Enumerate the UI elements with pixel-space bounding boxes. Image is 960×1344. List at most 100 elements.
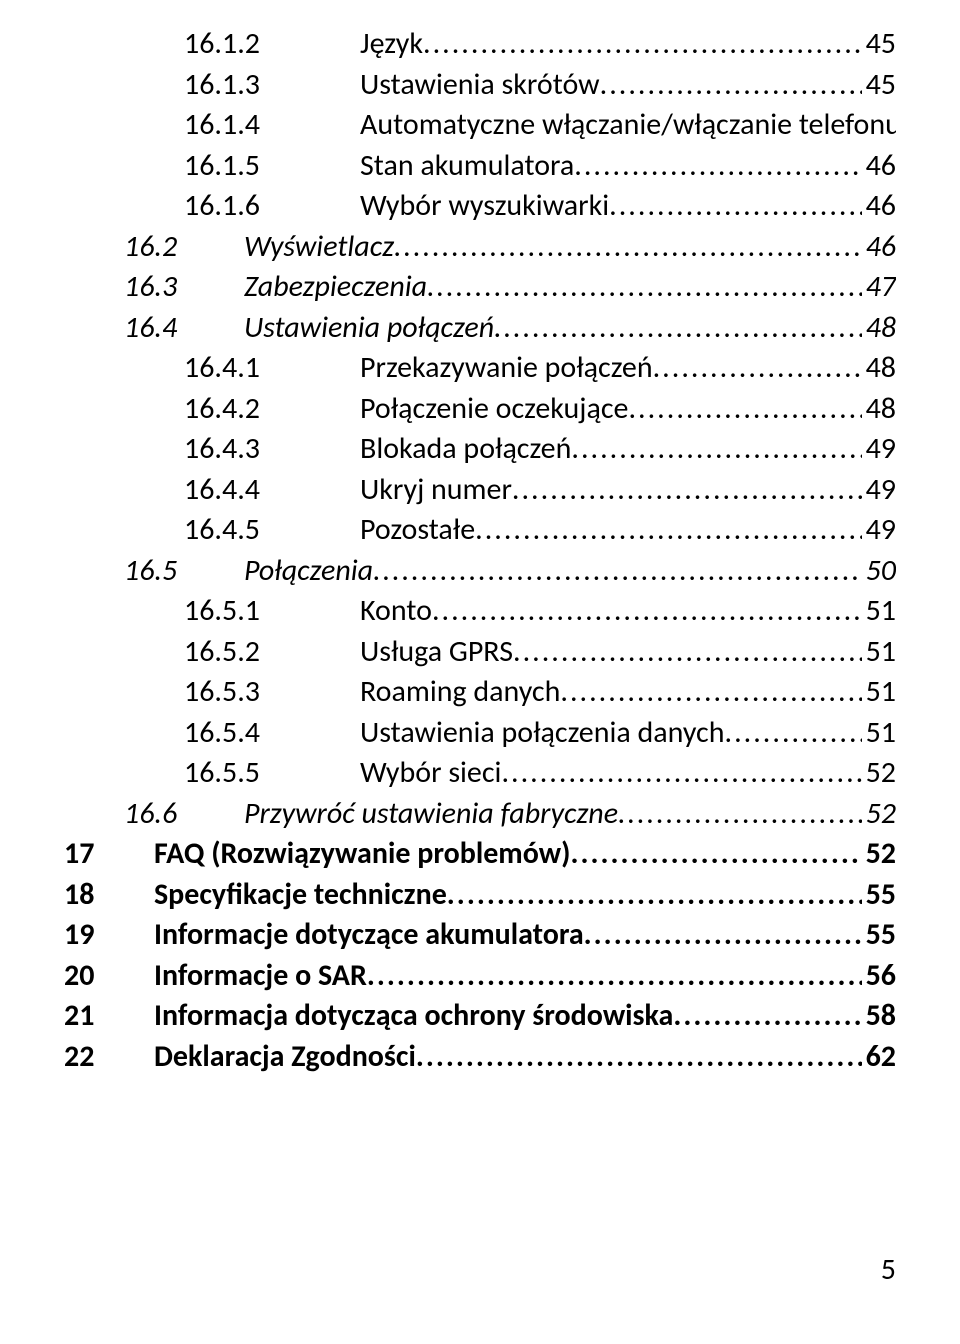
toc-number: 16.1.6: [184, 186, 360, 227]
toc-leader: ........................................…: [432, 591, 862, 632]
toc-title: Wybór sieci: [360, 753, 501, 794]
toc-leader: ........................................…: [618, 794, 862, 835]
toc-title: Automatyczne włączanie/włączanie telefon…: [360, 105, 896, 146]
page-number: 5: [881, 1251, 896, 1288]
toc-title: Połączenia: [244, 551, 373, 592]
toc-entry: 16.5.1Konto.............................…: [64, 591, 896, 632]
toc-leader: ........................................…: [423, 24, 862, 65]
toc-number: 16.3: [124, 267, 244, 308]
toc-number: 22: [64, 1037, 154, 1078]
page: 16.1.2Język.............................…: [0, 0, 960, 1344]
toc-leader: ........................................…: [501, 753, 861, 794]
toc-title: Wybór wyszukiwarki: [360, 186, 609, 227]
toc-leader: ........................................…: [628, 389, 861, 430]
toc-title: Pozostałe: [360, 510, 475, 551]
toc-number: 16.5.4: [184, 713, 360, 754]
toc-number: 16.4: [124, 308, 244, 349]
toc-entry: 19Informacje dotyczące akumulatora......…: [64, 915, 896, 956]
toc-entry: 16.5.3Roaming danych....................…: [64, 672, 896, 713]
toc-page: 50: [862, 551, 896, 592]
toc-number: 16.4.2: [184, 389, 360, 430]
toc-number: 16.5.1: [184, 591, 360, 632]
toc-number: 16.1.2: [184, 24, 360, 65]
toc-title: Usługa GPRS: [360, 632, 513, 673]
toc-page: 49: [862, 429, 896, 470]
toc-title: Zabezpieczenia: [244, 267, 427, 308]
toc-entry: 16.5.5Wybór sieci.......................…: [64, 753, 896, 794]
toc-page: 55: [862, 875, 896, 916]
toc-entry: 18Specyfikacje techniczne...............…: [64, 875, 896, 916]
toc-number: 19: [64, 915, 154, 956]
toc-entry: 16.3Zabezpieczenia......................…: [64, 267, 896, 308]
toc-page: 48: [862, 348, 896, 389]
toc-leader: ........................................…: [447, 875, 862, 916]
toc-page: 52: [862, 834, 896, 875]
toc-leader: ........................................…: [416, 1037, 862, 1078]
toc-page: 46: [862, 227, 896, 268]
toc-page: 56: [862, 956, 896, 997]
toc-page: 48: [862, 308, 896, 349]
toc-title: Ukryj numer: [360, 470, 512, 511]
toc-leader: ........................................…: [475, 510, 861, 551]
toc-entry: 16.4.4Ukryj numer.......................…: [64, 470, 896, 511]
toc-number: 16.1.5: [184, 146, 360, 187]
toc-entry: 16.5Połączenia..........................…: [64, 551, 896, 592]
toc-entry: 16.1.3Ustawienia skrótów................…: [64, 65, 896, 106]
toc-title: Informacje o SAR: [154, 956, 367, 997]
toc-number: 16.4.5: [184, 510, 360, 551]
toc-title: Ustawienia połączeń: [244, 308, 494, 349]
toc-entry: 21Informacja dotycząca ochrony środowisk…: [64, 996, 896, 1037]
toc-number: 16.5.3: [184, 672, 360, 713]
toc-entry: 16.4.2Połączenie oczekujące.............…: [64, 389, 896, 430]
toc-title: Roaming danych: [360, 672, 560, 713]
toc-leader: ........................................…: [494, 308, 861, 349]
toc-number: 16.4.1: [184, 348, 360, 389]
toc-page: 48: [862, 389, 896, 430]
toc-page: 51: [862, 632, 896, 673]
toc-entry: 16.4Ustawienia połączeń.................…: [64, 308, 896, 349]
toc-title: Ustawienia połączenia danych: [360, 713, 725, 754]
toc-page: 51: [862, 713, 896, 754]
toc-number: 16.4.3: [184, 429, 360, 470]
toc-title: Informacje dotyczące akumulatora: [154, 915, 584, 956]
toc-leader: ........................................…: [673, 996, 861, 1037]
toc-title: Wyświetlacz: [244, 227, 394, 268]
toc-number: 16.1.3: [184, 65, 360, 106]
toc-number: 16.5.5: [184, 753, 360, 794]
toc-title: Deklaracja Zgodności: [154, 1037, 416, 1078]
toc-title: Konto: [360, 591, 432, 632]
toc-entry: 16.1.2Język.............................…: [64, 24, 896, 65]
toc-title: Połączenie oczekujące: [360, 389, 628, 430]
toc-leader: ........................................…: [571, 429, 861, 470]
toc-number: 16.1.4: [184, 105, 360, 146]
toc-number: 20: [64, 956, 154, 997]
toc-page: 52: [862, 794, 896, 835]
toc-leader: ........................................…: [725, 713, 862, 754]
toc-leader: ........................................…: [609, 186, 861, 227]
toc-leader: ........................................…: [653, 348, 862, 389]
toc-leader: ........................................…: [574, 146, 861, 187]
toc-entry: 16.4.5Pozostałe.........................…: [64, 510, 896, 551]
toc-entry: 17FAQ (Rozwiązywanie problemów).........…: [64, 834, 896, 875]
toc-entry: 16.2Wyświetlacz.........................…: [64, 227, 896, 268]
table-of-contents: 16.1.2Język.............................…: [64, 24, 896, 1077]
toc-entry: 16.6Przywróć ustawienia fabryczne.......…: [64, 794, 896, 835]
toc-leader: ........................................…: [570, 834, 861, 875]
toc-leader: ........................................…: [427, 267, 862, 308]
toc-leader: ........................................…: [513, 632, 862, 673]
toc-entry: 16.5.2Usługa GPRS.......................…: [64, 632, 896, 673]
toc-entry: 16.5.4Ustawienia połączenia danych......…: [64, 713, 896, 754]
toc-title: FAQ (Rozwiązywanie problemów): [154, 834, 570, 875]
toc-page: 51: [862, 591, 896, 632]
toc-title: Język: [360, 24, 423, 65]
toc-title: Blokada połączeń: [360, 429, 571, 470]
toc-page: 46: [862, 146, 896, 187]
toc-leader: ........................................…: [600, 65, 862, 106]
toc-page: 45: [862, 65, 896, 106]
toc-page: 49: [862, 470, 896, 511]
toc-entry: 22Deklaracja Zgodności..................…: [64, 1037, 896, 1078]
toc-number: 16.5.2: [184, 632, 360, 673]
toc-page: 45: [862, 24, 896, 65]
toc-page: 47: [862, 267, 896, 308]
toc-page: 55: [862, 915, 896, 956]
